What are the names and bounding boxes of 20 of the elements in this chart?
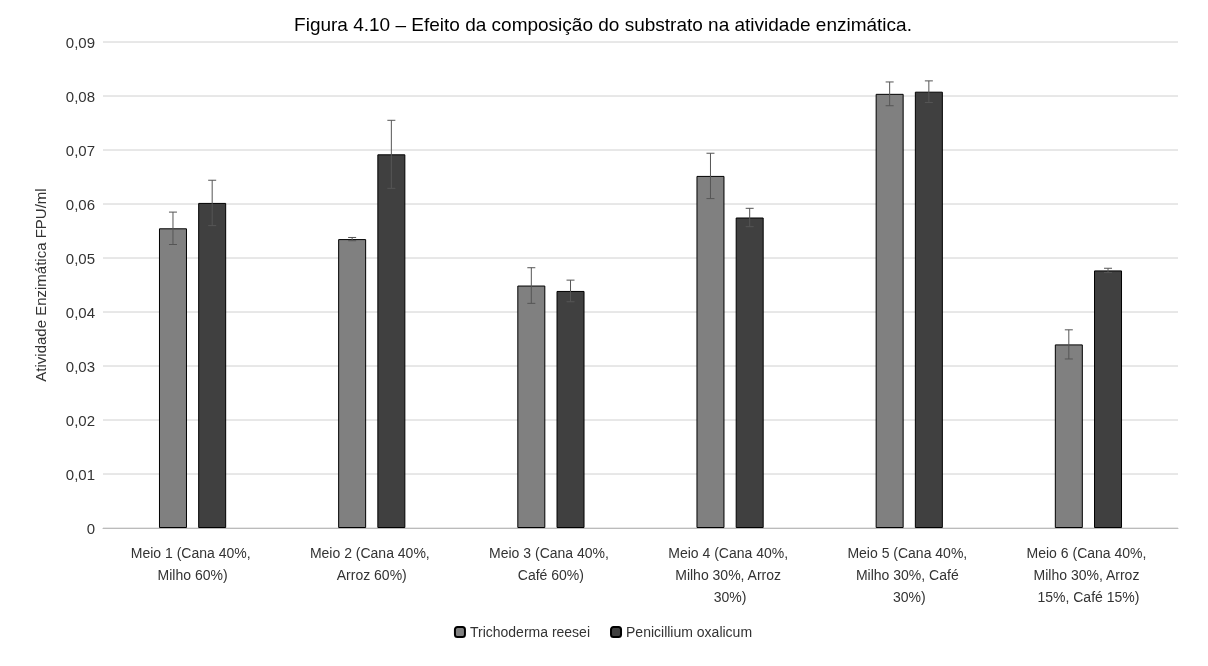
legend-label: Penicillium oxalicum: [626, 624, 753, 640]
y-tick-label: 0: [86, 519, 95, 537]
y-tick-label: 0,09: [65, 33, 95, 51]
y-axis-title: Atividade Enzimática FPU/ml: [32, 188, 49, 382]
y-tick-label: 0,05: [65, 249, 95, 267]
y-tick-label: 0,06: [65, 195, 95, 213]
y-tick-label: 0,03: [65, 357, 95, 375]
y-tick-label: 0,02: [65, 411, 95, 429]
x-tick-label: Meio 3 (Cana 40%, Café 60%): [489, 545, 613, 583]
legend-label: Trichoderma reesei: [469, 624, 591, 640]
y-tick-label: 0,04: [65, 303, 95, 321]
x-tick-label: Meio 5 (Cana 40%, Milho 30%, Café 30%): [847, 545, 972, 605]
x-tick-label: Meio 1 (Cana 40%, Milho 60%): [130, 545, 255, 583]
x-tick-label: Meio 6 (Cana 40%, Milho 30%, Arroz 15%, Café 15%): [1026, 545, 1151, 605]
x-tick-label: Meio 4 (Cana 40%, Milho 30%, Arroz 30%): [668, 545, 792, 605]
y-tick-label: 0,01: [65, 465, 95, 483]
chart-title: Figura 4.10 – Efeito da composição do substrato na atividade enzimática.: [294, 14, 912, 35]
y-tick-label: 0,08: [65, 87, 95, 105]
x-tick-label: Meio 2 (Cana 40%, Arroz 60%): [309, 545, 434, 583]
y-tick-label: 0,07: [65, 141, 95, 159]
